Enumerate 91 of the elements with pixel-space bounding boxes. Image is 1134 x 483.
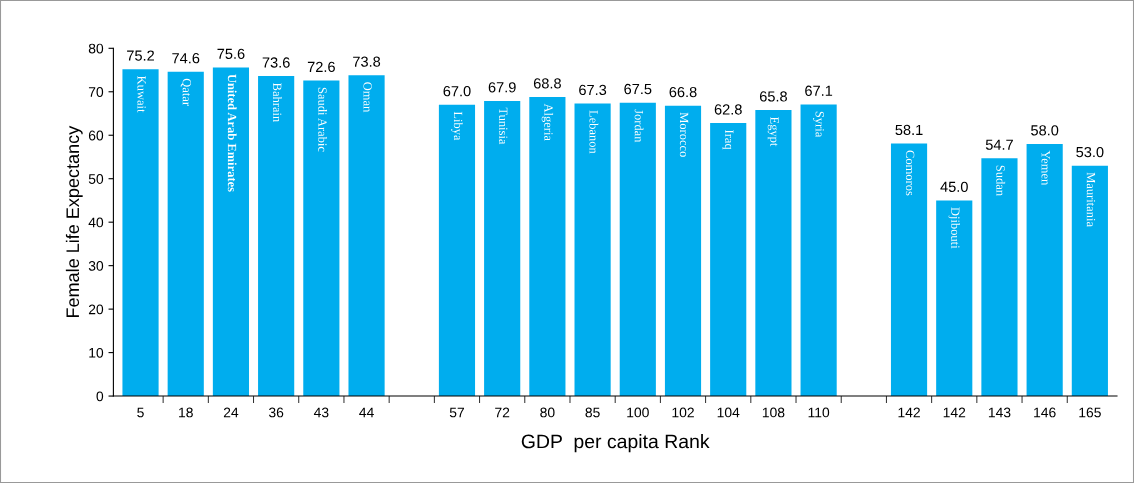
x-tick-label: 165 bbox=[1079, 407, 1101, 418]
data-label: 66.8 bbox=[669, 86, 697, 98]
data-label: 58.1 bbox=[895, 124, 923, 136]
x-tick-label: 108 bbox=[762, 407, 785, 418]
bar bbox=[348, 75, 385, 397]
data-label: 54.7 bbox=[985, 139, 1013, 150]
annotation: Libya bbox=[451, 111, 463, 141]
bar bbox=[664, 105, 702, 397]
annotation: Iraq bbox=[722, 130, 734, 150]
y-tick-label: 30 bbox=[88, 260, 104, 271]
bar bbox=[936, 200, 973, 397]
x-tick-label: 57 bbox=[449, 407, 464, 418]
y-tick-label: 60 bbox=[88, 130, 104, 141]
data-label: 67.5 bbox=[624, 83, 652, 95]
bar bbox=[167, 71, 204, 397]
bar bbox=[1071, 165, 1108, 397]
data-label: 73.6 bbox=[262, 57, 290, 68]
x-tick-label: 80 bbox=[540, 407, 555, 418]
annotation: Qatar bbox=[180, 78, 191, 106]
y-axis-title: Female Life Expectancy bbox=[65, 125, 83, 318]
bar bbox=[619, 102, 656, 397]
data-label: 58.0 bbox=[1031, 125, 1059, 136]
data-label: 67.3 bbox=[579, 84, 607, 96]
bar bbox=[122, 69, 159, 397]
data-label: 68.8 bbox=[533, 78, 561, 89]
annotation: Jordan bbox=[634, 109, 644, 143]
annotation: Djibouti bbox=[948, 207, 960, 249]
y-tick-label: 70 bbox=[88, 87, 104, 97]
bar bbox=[212, 67, 250, 397]
annotation: Tunisia bbox=[499, 107, 508, 145]
data-label: 75.2 bbox=[127, 50, 154, 61]
x-tick-label: 104 bbox=[717, 407, 740, 418]
bar bbox=[890, 143, 928, 397]
data-label: 72.6 bbox=[307, 61, 335, 73]
bar bbox=[800, 104, 837, 397]
annotation: Algeria bbox=[541, 103, 554, 141]
annotation: Oman bbox=[363, 82, 372, 113]
bar bbox=[710, 123, 747, 397]
x-tick-label: 72 bbox=[495, 407, 510, 418]
bar bbox=[755, 110, 792, 397]
x-tick-label: 100 bbox=[627, 407, 649, 418]
y-tick-label: 10 bbox=[89, 347, 104, 358]
y-tick-label: 0 bbox=[96, 391, 104, 402]
x-tick-label: 85 bbox=[585, 407, 600, 418]
bar bbox=[484, 100, 521, 397]
x-tick-label: 143 bbox=[988, 407, 1011, 418]
x-axis-title: GDP per capita Rank bbox=[521, 434, 710, 453]
x-tick-label: 110 bbox=[808, 407, 830, 418]
bar bbox=[981, 158, 1018, 397]
annotation: Sudan bbox=[996, 165, 1006, 196]
bar bbox=[303, 80, 340, 397]
annotation: Lebanon bbox=[589, 110, 599, 154]
data-label: 67.9 bbox=[488, 82, 516, 93]
x-tick-label: 44 bbox=[359, 407, 374, 418]
x-tick-label: 142 bbox=[898, 407, 920, 418]
bar bbox=[529, 96, 566, 397]
y-tick-label: 20 bbox=[88, 304, 104, 315]
annotation: Syria bbox=[812, 111, 824, 138]
x-tick-label: 24 bbox=[223, 407, 239, 418]
x-tick-label: 36 bbox=[268, 407, 284, 418]
bar bbox=[1026, 143, 1063, 397]
annotation: Saudi Arabic bbox=[318, 87, 328, 152]
bar bbox=[438, 104, 476, 397]
annotation: Egypt bbox=[767, 116, 779, 147]
y-tick-label: 80 bbox=[88, 43, 104, 54]
data-label: 45.0 bbox=[940, 181, 968, 193]
data-label: 53.0 bbox=[1076, 146, 1104, 158]
data-label: 75.6 bbox=[217, 48, 245, 59]
bar bbox=[574, 103, 611, 397]
annotation: United Arab Emirates bbox=[227, 74, 237, 192]
y-tick-label: 40 bbox=[88, 217, 104, 228]
data-label: 62.8 bbox=[714, 104, 742, 115]
data-label: 74.6 bbox=[172, 53, 200, 64]
data-label: 67.0 bbox=[443, 86, 471, 97]
annotation: Bahrain bbox=[273, 83, 282, 123]
annotation: Morocco bbox=[679, 112, 689, 157]
x-tick-label: 5 bbox=[137, 407, 144, 418]
annotation: Mauritania bbox=[1086, 172, 1096, 227]
x-tick-label: 18 bbox=[179, 407, 193, 418]
bar bbox=[258, 76, 295, 397]
x-tick-label: 142 bbox=[943, 407, 966, 418]
annotation: Kuwait bbox=[137, 76, 146, 113]
x-tick-label: 43 bbox=[313, 407, 329, 418]
x-tick-label: 102 bbox=[672, 407, 694, 418]
annotation: Comoros bbox=[905, 150, 915, 196]
annotation: Yemen bbox=[1041, 150, 1050, 186]
data-label: 65.8 bbox=[759, 91, 787, 102]
data-label: 67.1 bbox=[805, 85, 833, 96]
y-tick-label: 50 bbox=[88, 174, 104, 184]
x-tick-label: 146 bbox=[1034, 407, 1056, 418]
data-label: 73.8 bbox=[353, 56, 381, 67]
